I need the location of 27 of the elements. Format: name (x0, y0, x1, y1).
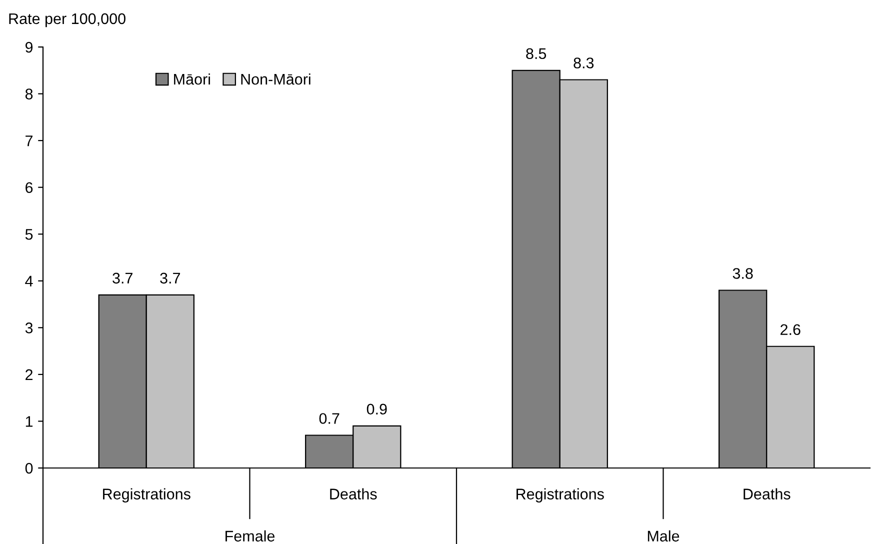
text: Male (648, 530, 680, 542)
y-tick-label: 8 (25, 88, 33, 100)
y-tick-label: 4 (25, 276, 33, 286)
y-tick-label: 1 (26, 416, 33, 427)
data-label: 8.3 (574, 58, 594, 68)
y-tick-label: 9 (26, 42, 33, 53)
y-tick-label: 3 (25, 322, 33, 334)
y-tick-label: 2 (26, 369, 33, 380)
data-label: 0.7 (319, 413, 340, 424)
text: Female (226, 530, 275, 542)
legend-label: Māori (174, 73, 210, 85)
x-tick-label: Deaths (744, 488, 790, 500)
data-label: 3.8 (732, 268, 753, 279)
legend-label: Non-Māori (241, 73, 310, 85)
y-tick-label: 7 (26, 136, 33, 146)
x-tick-label: Registrations (103, 488, 190, 502)
y-axis-title: Rate per 100,000 (9, 13, 126, 28)
x-tick-label: Registrations (516, 488, 604, 502)
y-tick-label: 6 (26, 182, 33, 194)
data-label: 3.7 (160, 272, 180, 284)
y-tick-label: 0 (25, 462, 33, 474)
data-label: 2.6 (780, 324, 800, 336)
y-tick-label: 5 (25, 229, 33, 240)
data-label: 8.5 (526, 48, 546, 60)
data-label: 0.9 (366, 404, 387, 415)
data-label: 3.7 (112, 272, 132, 284)
x-tick-label: Deaths (330, 488, 377, 500)
